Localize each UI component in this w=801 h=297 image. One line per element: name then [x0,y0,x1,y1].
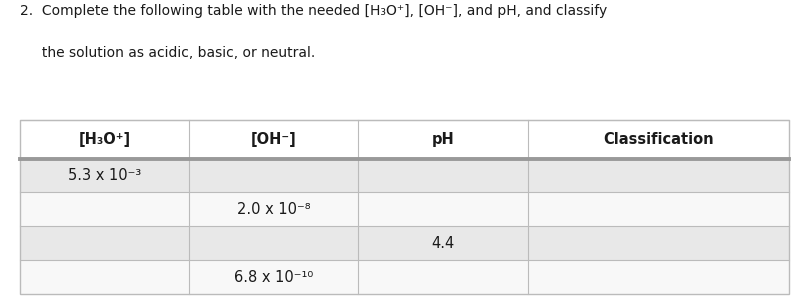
Text: 2.  Complete the following table with the needed [H₃O⁺], [OH⁻], and pH, and clas: 2. Complete the following table with the… [20,4,607,18]
Text: 2.0 x 10⁻⁸: 2.0 x 10⁻⁸ [237,202,311,217]
Bar [20,192,789,226]
Text: pH: pH [432,132,454,147]
Text: [H₃O⁺]: [H₃O⁺] [78,132,131,147]
Text: [OH⁻]: [OH⁻] [251,132,296,147]
Bar [20,120,789,159]
Bar [20,226,789,260]
Bar [20,120,789,294]
Text: 4.4: 4.4 [431,236,455,251]
Text: 6.8 x 10⁻¹⁰: 6.8 x 10⁻¹⁰ [234,270,313,285]
Bar [20,159,789,192]
Text: the solution as acidic, basic, or neutral.: the solution as acidic, basic, or neutra… [20,46,316,60]
Bar [20,260,789,294]
Text: 5.3 x 10⁻³: 5.3 x 10⁻³ [68,168,141,183]
Text: Classification: Classification [603,132,714,147]
